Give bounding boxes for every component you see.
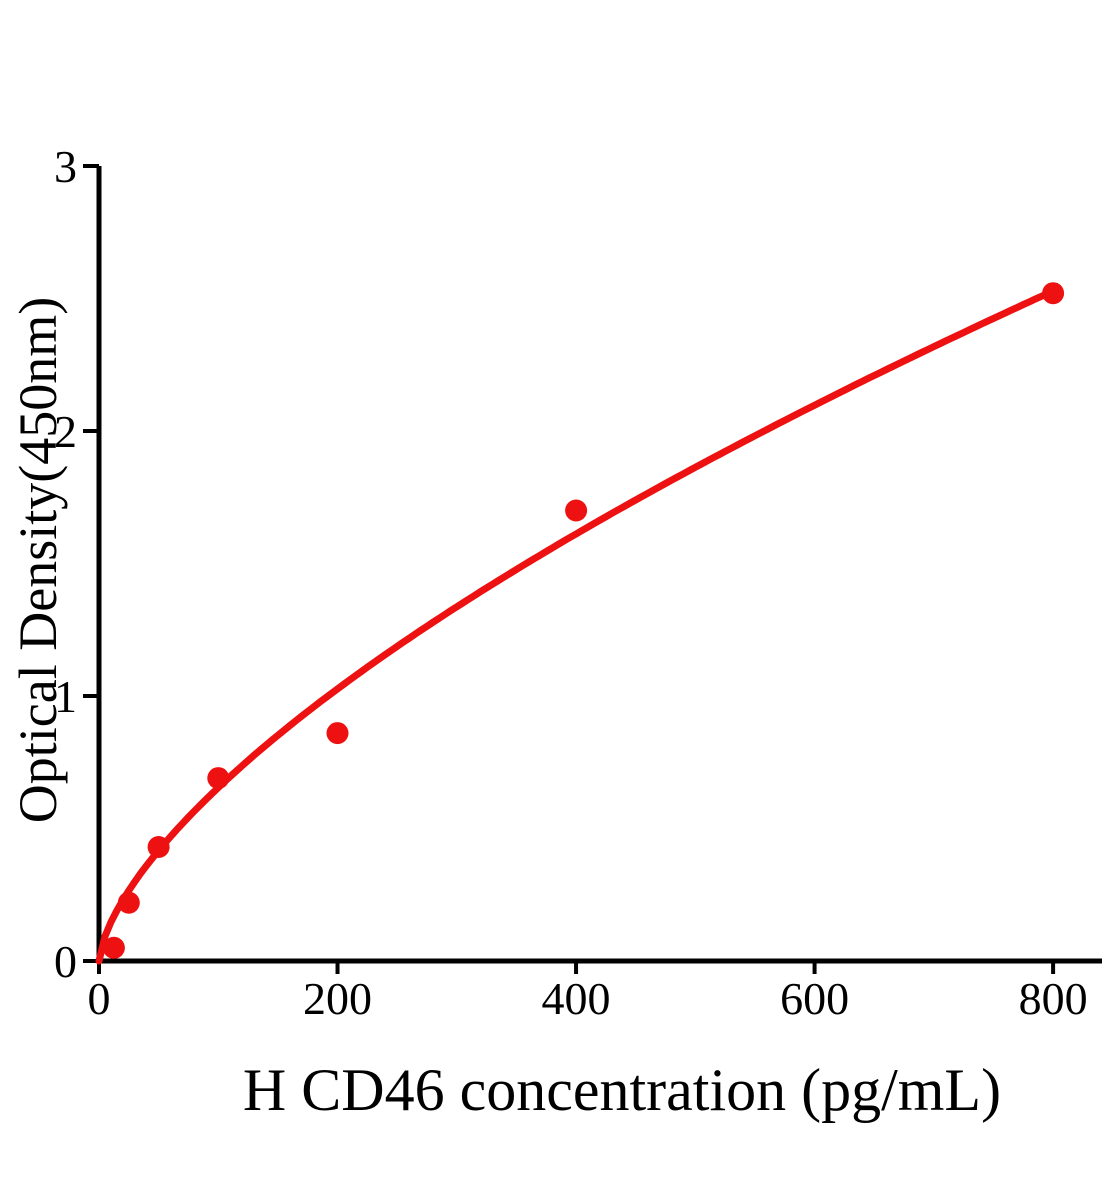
x-tick-label: 0	[88, 973, 111, 1024]
y-tick-label: 2	[54, 406, 77, 457]
fitted-curve	[95, 287, 1057, 965]
data-point	[102, 936, 125, 959]
fit-curve-line	[95, 287, 1057, 965]
data-point	[117, 891, 140, 914]
axes	[96, 166, 1102, 964]
axis-line	[96, 166, 1102, 964]
data-point	[565, 499, 588, 522]
x-tick-label: 800	[1019, 973, 1088, 1024]
y-tick-label: 1	[54, 671, 77, 722]
tick-labels: 0 200 400 600 800 0 1 2 3	[54, 141, 1088, 1024]
data-point	[147, 836, 170, 858]
data-point	[1042, 282, 1065, 305]
data-point	[207, 767, 230, 790]
y-tick-label: 3	[54, 141, 77, 192]
x-axis-title: H CD46 concentration (pg/mL)	[243, 1057, 1001, 1123]
tick-marks	[83, 164, 1056, 974]
y-tick-label: 0	[54, 936, 77, 987]
data-point	[326, 722, 349, 745]
x-tick-label: 400	[542, 973, 611, 1024]
y-axis-title: Optical Density(450nm)	[8, 297, 68, 823]
x-tick-label: 600	[780, 973, 849, 1024]
data-points	[102, 282, 1065, 959]
x-tick-label: 200	[303, 973, 372, 1024]
